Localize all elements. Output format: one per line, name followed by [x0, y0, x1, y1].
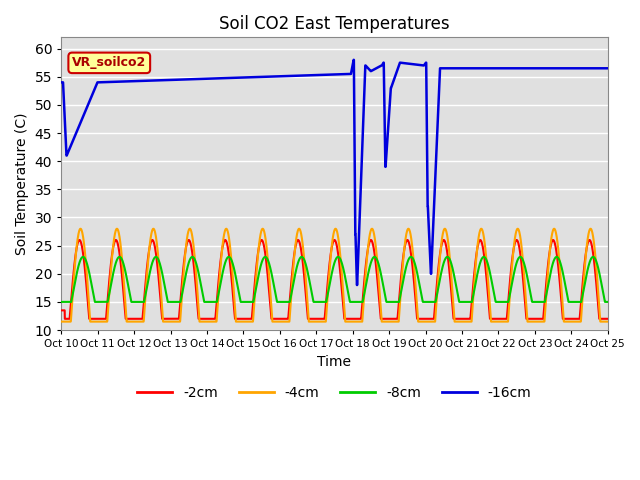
X-axis label: Time: Time	[317, 355, 351, 369]
Title: Soil CO2 East Temperatures: Soil CO2 East Temperatures	[219, 15, 450, 33]
Legend: -2cm, -4cm, -8cm, -16cm: -2cm, -4cm, -8cm, -16cm	[132, 380, 537, 405]
Text: VR_soilco2: VR_soilco2	[72, 56, 147, 70]
Y-axis label: Soil Temperature (C): Soil Temperature (C)	[15, 112, 29, 255]
